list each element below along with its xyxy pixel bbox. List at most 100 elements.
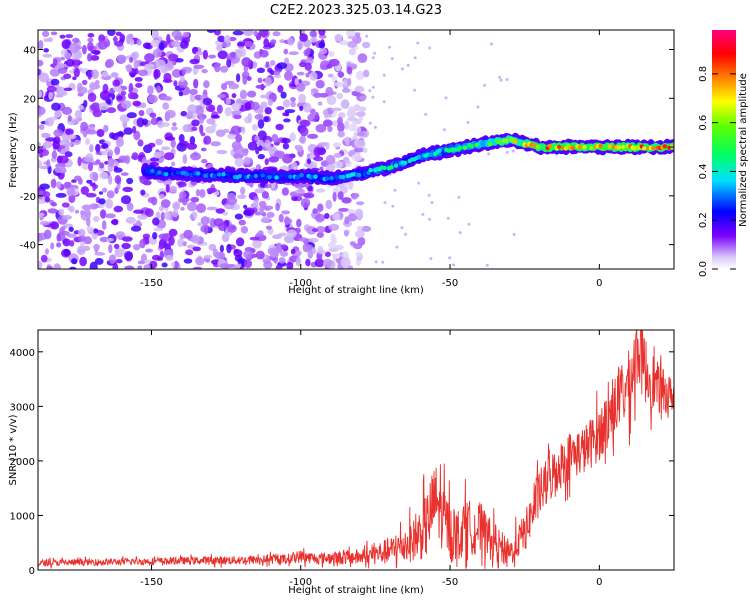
noise-speckle (362, 147, 368, 153)
noise-speckle (334, 244, 344, 251)
noise-speckle (257, 153, 265, 160)
noise-speckle (191, 126, 198, 131)
noise-speckle (297, 39, 304, 50)
noise-speckle (67, 115, 72, 122)
noise-speckle (265, 61, 270, 68)
noise-speckle (355, 32, 361, 37)
noise-speckle (46, 85, 57, 93)
noise-speckle (206, 187, 217, 193)
noise-speckle (178, 140, 189, 147)
noise-speckle (61, 91, 68, 96)
noise-speckle (363, 69, 370, 78)
noise-speckle (192, 66, 198, 76)
noise-speckle (383, 201, 387, 205)
noise-speckle (237, 257, 243, 265)
noise-speckle (333, 152, 342, 158)
noise-speckle (328, 223, 340, 231)
noise-speckle (109, 254, 117, 264)
noise-speckle (77, 228, 86, 237)
noise-speckle (358, 116, 364, 121)
noise-speckle (115, 138, 124, 148)
noise-speckle (38, 160, 43, 169)
noise-speckle (452, 263, 455, 267)
noise-speckle (233, 145, 244, 154)
noise-speckle (345, 159, 350, 164)
noise-speckle (132, 125, 137, 134)
noise-speckle (458, 231, 462, 235)
noise-speckle (340, 99, 350, 110)
noise-speckle (41, 30, 50, 38)
noise-speckle (66, 187, 76, 197)
noise-speckle (357, 126, 362, 133)
spectrogram-noise (38, 30, 516, 269)
noise-speckle (485, 263, 489, 267)
noise-speckle (97, 40, 108, 50)
noise-speckle (46, 159, 51, 168)
noise-speckle (355, 251, 362, 257)
noise-speckle (314, 258, 325, 268)
noise-speckle (228, 83, 240, 90)
noise-speckle (252, 124, 258, 131)
noise-speckle (158, 242, 165, 250)
noise-speckle (208, 54, 217, 59)
noise-speckle (39, 183, 50, 190)
noise-speckle (83, 209, 92, 218)
noise-speckle (307, 185, 313, 192)
signal-point (651, 146, 656, 151)
noise-speckle (505, 78, 509, 81)
noise-speckle (208, 243, 217, 251)
noise-speckle (261, 191, 269, 199)
noise-speckle (144, 53, 155, 63)
noise-speckle (196, 203, 207, 214)
noise-speckle (303, 102, 312, 113)
noise-speckle (160, 211, 165, 221)
snr-x-label: Height of straight line (km) (288, 585, 424, 596)
noise-speckle (133, 209, 144, 214)
colorbar-tick-label: 0.6 (698, 115, 709, 131)
spectrogram-x-label: Height of straight line (km) (288, 285, 424, 296)
noise-speckle (80, 186, 90, 195)
noise-speckle (263, 116, 269, 123)
noise-speckle (247, 76, 252, 81)
noise-speckle (328, 50, 335, 57)
noise-speckle (149, 260, 158, 269)
noise-speckle (153, 151, 162, 159)
noise-speckle (87, 70, 92, 80)
noise-speckle (286, 229, 297, 238)
noise-speckle (130, 72, 136, 78)
noise-speckle (512, 232, 516, 236)
signal-point (607, 144, 612, 149)
noise-speckle (38, 232, 43, 242)
noise-speckle (86, 179, 93, 184)
noise-speckle (269, 60, 276, 66)
noise-speckle (63, 248, 70, 257)
noise-speckle (271, 133, 279, 143)
noise-speckle (351, 120, 357, 130)
noise-speckle (112, 262, 119, 269)
noise-speckle (413, 88, 417, 92)
noise-speckle (325, 142, 330, 150)
noise-speckle (318, 30, 326, 36)
x-tick-label: 0 (596, 278, 602, 289)
noise-speckle (49, 116, 58, 121)
noise-speckle (239, 89, 247, 100)
noise-speckle (299, 33, 308, 42)
noise-speckle (177, 237, 185, 248)
signal-point (212, 173, 217, 179)
noise-speckle (113, 205, 124, 213)
noise-speckle (147, 94, 158, 104)
signal-point (382, 165, 387, 171)
noise-speckle (137, 69, 149, 77)
noise-speckle (315, 188, 326, 193)
noise-speckle (215, 208, 226, 214)
noise-speckle (47, 208, 58, 214)
noise-speckle (161, 262, 168, 268)
noise-speckle (105, 213, 116, 219)
noise-speckle (290, 97, 296, 102)
noise-speckle (253, 199, 259, 206)
noise-speckle (368, 89, 372, 93)
noise-speckle (359, 95, 366, 101)
noise-speckle (203, 135, 212, 145)
noise-speckle (327, 241, 336, 249)
noise-speckle (64, 52, 72, 59)
